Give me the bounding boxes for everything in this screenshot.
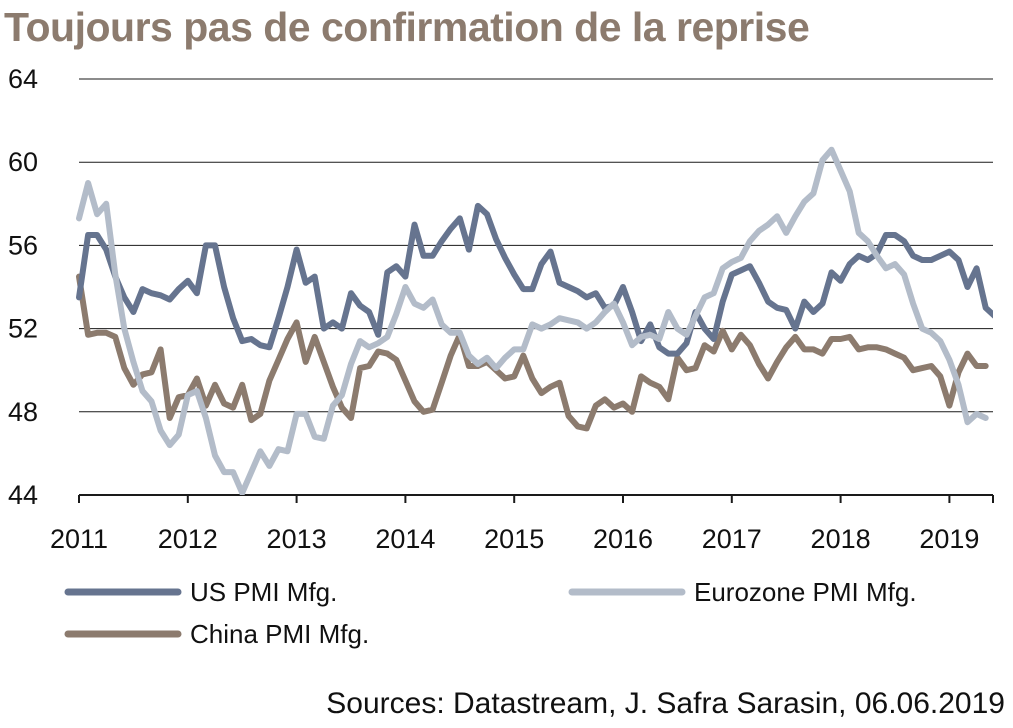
legend: US PMI Mfg. Eurozone PMI Mfg. China PMI Mf…	[64, 577, 917, 649]
x-tick-label: 2014	[375, 524, 435, 554]
legend-label: China PMI Mfg.	[190, 619, 369, 649]
x-tick-label: 2013	[267, 524, 327, 554]
legend-label: US PMI Mfg.	[190, 577, 337, 607]
x-tick-label: 2012	[158, 524, 218, 554]
series-line-us-pmi-mfg	[76, 202, 993, 357]
x-tick-label: 2016	[593, 524, 653, 554]
y-tick-label: 60	[8, 147, 38, 177]
x-tick-label: 2019	[919, 524, 979, 554]
y-tick-label: 52	[8, 314, 38, 344]
y-tick-label: 64	[8, 64, 38, 94]
series-line-china-pmi-mfg	[76, 273, 989, 432]
series-lines	[76, 146, 993, 495]
y-tick-label: 56	[8, 230, 38, 260]
legend-label: Eurozone PMI Mfg.	[694, 577, 917, 607]
series-line-eurozone-pmi-mfg	[76, 146, 989, 495]
x-tick-label: 2015	[484, 524, 544, 554]
y-axis-tick-labels: 44 48 52 56 60 64	[8, 64, 38, 510]
x-tick-label: 2018	[811, 524, 871, 554]
chart-title: Toujours pas de confirmation de la repri…	[4, 4, 810, 50]
y-tick-label: 48	[8, 397, 38, 427]
x-tick-label: 2017	[702, 524, 762, 554]
x-axis: 2011 2012 2013 2014 2015 2016 2017 2018 2019	[50, 494, 994, 554]
source-note: Sources: Datastream, J. Safra Sarasin, 0…	[326, 687, 1005, 720]
y-tick-label: 44	[8, 480, 38, 510]
x-tick-label: 2011	[50, 524, 108, 554]
